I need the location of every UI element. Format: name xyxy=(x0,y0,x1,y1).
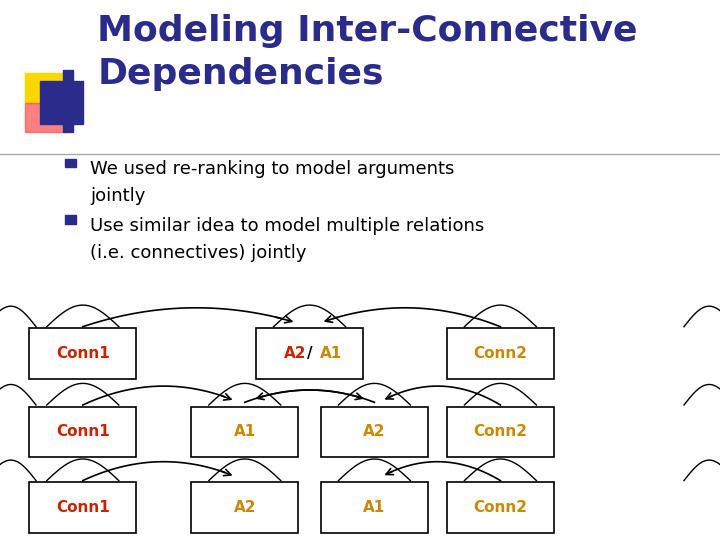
FancyBboxPatch shape xyxy=(30,328,137,379)
Text: Conn1: Conn1 xyxy=(56,424,109,440)
Text: A2: A2 xyxy=(233,500,256,515)
Bar xyxy=(65,215,76,224)
FancyBboxPatch shape xyxy=(256,328,363,379)
Text: /: / xyxy=(307,346,313,361)
FancyBboxPatch shape xyxy=(192,407,299,457)
Text: Conn2: Conn2 xyxy=(474,346,527,361)
Text: jointly: jointly xyxy=(90,187,145,205)
Text: Conn2: Conn2 xyxy=(474,500,527,515)
Text: (i.e. connectives) jointly: (i.e. connectives) jointly xyxy=(90,244,307,262)
Text: Conn1: Conn1 xyxy=(56,500,109,515)
FancyBboxPatch shape xyxy=(446,407,554,457)
FancyBboxPatch shape xyxy=(192,482,299,533)
Text: Use similar idea to model multiple relations: Use similar idea to model multiple relat… xyxy=(90,217,485,235)
FancyBboxPatch shape xyxy=(446,482,554,533)
Bar xyxy=(65,159,76,167)
Text: Conn1: Conn1 xyxy=(56,346,109,361)
Text: A1: A1 xyxy=(320,346,342,361)
Text: We used re-ranking to model arguments: We used re-ranking to model arguments xyxy=(90,160,454,178)
FancyBboxPatch shape xyxy=(321,482,428,533)
FancyBboxPatch shape xyxy=(30,482,137,533)
Text: A2: A2 xyxy=(363,424,386,440)
Text: A1: A1 xyxy=(234,424,256,440)
Bar xyxy=(25,73,65,103)
Bar xyxy=(63,70,73,132)
Text: A1: A1 xyxy=(364,500,385,515)
Text: Modeling Inter-Connective: Modeling Inter-Connective xyxy=(97,14,638,48)
Text: A2: A2 xyxy=(284,346,306,361)
FancyBboxPatch shape xyxy=(321,407,428,457)
Bar xyxy=(40,81,83,124)
Bar xyxy=(25,103,65,132)
FancyBboxPatch shape xyxy=(446,328,554,379)
FancyBboxPatch shape xyxy=(30,407,137,457)
Text: Dependencies: Dependencies xyxy=(97,57,384,91)
Text: Conn2: Conn2 xyxy=(474,424,527,440)
